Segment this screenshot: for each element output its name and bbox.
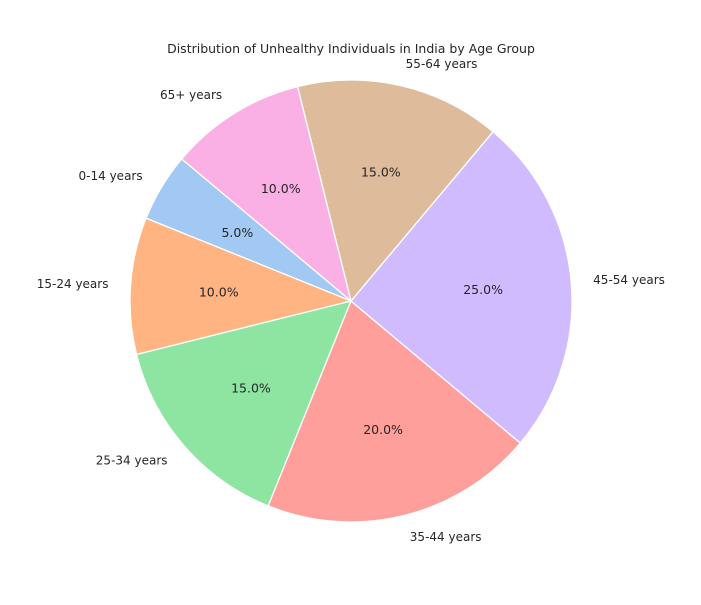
pct-label-55-64-years: 15.0% bbox=[361, 164, 401, 179]
pct-label-0-14-years: 5.0% bbox=[221, 225, 253, 240]
slice-label-35-44-years: 35-44 years bbox=[410, 530, 482, 544]
pct-label-65plus-years: 10.0% bbox=[261, 181, 301, 196]
pct-label-35-44-years: 20.0% bbox=[363, 422, 403, 437]
pie-slice-55-64-years bbox=[296, 79, 494, 303]
pct-label-45-54-years: 25.0% bbox=[463, 282, 503, 297]
pct-label-25-34-years: 15.0% bbox=[231, 380, 271, 395]
pie-percent-labels: 5.0% 10.0% 15.0% 20.0% 25.0% 15.0% 10.0% bbox=[199, 164, 503, 437]
pct-label-15-24-years: 10.0% bbox=[199, 284, 239, 299]
slice-label-45-54-years: 45-54 years bbox=[593, 273, 665, 287]
pie-slice-65plus-years bbox=[180, 85, 353, 303]
pie-slice-45-54-years bbox=[350, 130, 573, 444]
chart-title: Distribution of Unhealthy Individuals in… bbox=[167, 41, 535, 56]
slice-label-25-34-years: 25-34 years bbox=[96, 453, 168, 467]
slice-label-0-14-years: 0-14 years bbox=[79, 169, 143, 183]
slice-label-65plus-years: 65+ years bbox=[160, 88, 222, 102]
slice-label-15-24-years: 15-24 years bbox=[37, 277, 109, 291]
pie-slice-15-24-years bbox=[129, 217, 354, 356]
pie-slice-35-44-years bbox=[267, 299, 522, 523]
pie-slice-25-34-years bbox=[135, 300, 353, 507]
pie-slices bbox=[129, 79, 573, 523]
pie-category-labels: 0-14 years 15-24 years 25-34 years 35-44 ye… bbox=[37, 57, 665, 544]
slice-label-55-64-years: 55-64 years bbox=[406, 57, 478, 71]
